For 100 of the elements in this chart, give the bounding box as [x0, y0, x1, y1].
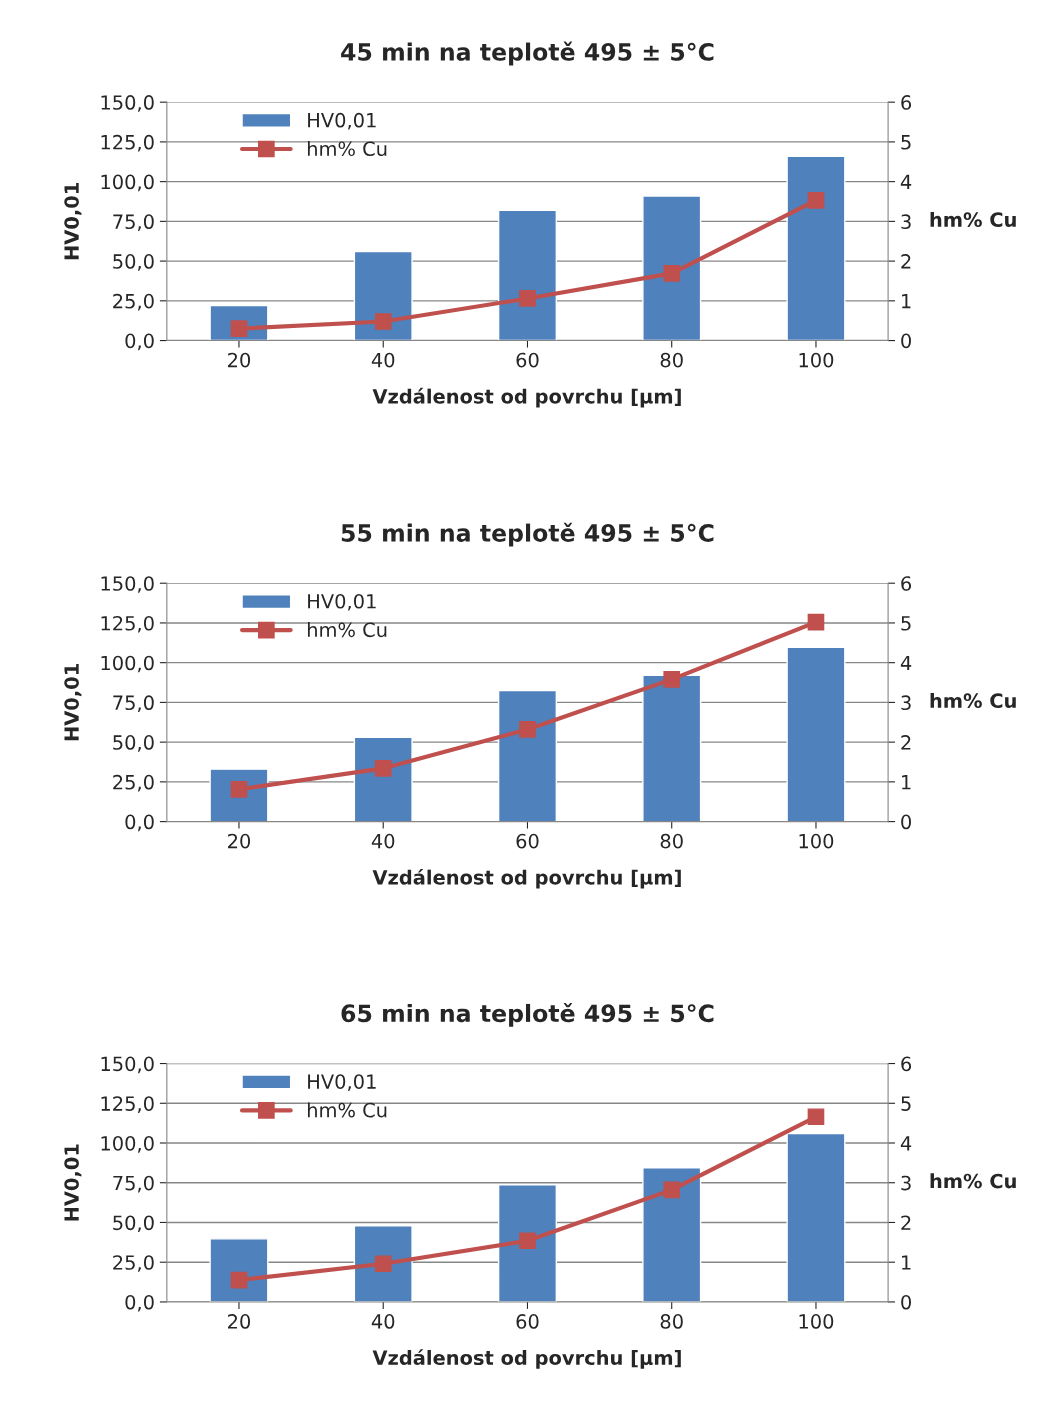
chart-title: 45 min na teplotě 495 ± 5°C	[341, 41, 714, 66]
x-tick-label: 100	[799, 1314, 834, 1329]
y-tick-label: 50,0	[113, 1215, 154, 1233]
legend-label: HV0,01	[308, 112, 376, 130]
y-tick-label: 125,0	[101, 1096, 154, 1113]
y2-axis-title: hm% Cu	[930, 1173, 1016, 1189]
y2-tick-label: 2	[901, 1215, 911, 1230]
y2-axis-title: hm% Cu	[930, 693, 1016, 709]
x-tick-label: 20	[228, 352, 251, 368]
legend-label: hm% Cu	[307, 1102, 387, 1118]
y2-tick-label: 0	[901, 333, 911, 349]
y-axis-title: HV0,01	[64, 1144, 82, 1221]
y-axis-title: HV0,01	[64, 664, 82, 741]
y2-tick-label: 2	[901, 254, 911, 269]
x-tick-label: 80	[660, 352, 683, 368]
point	[663, 1181, 681, 1199]
y-tick-label: 75,0	[113, 214, 154, 232]
bar	[786, 646, 846, 822]
y-tick-label: 25,0	[113, 774, 154, 792]
y2-tick-label: 4	[900, 174, 912, 190]
x-tick-label: 20	[228, 833, 251, 849]
x-axis-title: Vzdálenost od povrchu [µm]	[372, 1349, 681, 1369]
bar	[497, 209, 558, 341]
y-tick-label: 150,0	[101, 576, 154, 593]
x-tick-label: 80	[660, 833, 683, 849]
y2-tick-label: 1	[902, 775, 911, 790]
y-tick-label: 75,0	[113, 695, 154, 713]
point	[374, 313, 392, 330]
bar	[786, 155, 846, 341]
bar	[497, 689, 558, 822]
legend-label: hm% Cu	[307, 622, 387, 638]
x-tick-label: 40	[371, 352, 395, 368]
bar	[497, 1184, 558, 1302]
bar	[353, 250, 413, 341]
y2-axis-title: hm% Cu	[930, 211, 1016, 228]
x-axis-title: Vzdálenost od povrchu [µm]	[372, 387, 681, 408]
y2-tick-label: 6	[901, 576, 912, 591]
y-tick-label: 125,0	[101, 134, 154, 152]
y2-tick-label: 3	[901, 1175, 911, 1191]
bar	[786, 1132, 846, 1302]
y-tick-label: 0,0	[125, 333, 154, 351]
bar	[642, 195, 702, 341]
legend-label: HV0,01	[308, 593, 376, 611]
y2-tick-label: 3	[901, 695, 911, 711]
legend-label: hm% Cu	[307, 141, 387, 157]
y-tick-label: 0,0	[125, 1294, 154, 1312]
point	[663, 671, 681, 688]
y-tick-label: 150,0	[101, 1056, 154, 1074]
y-axis-title: HV0,01	[64, 183, 82, 260]
y2-tick-label: 6	[901, 95, 912, 110]
y-tick-label: 75,0	[113, 1175, 154, 1193]
chart-title: 65 min na teplotě 495 ± 5°C	[341, 1002, 714, 1027]
point	[807, 191, 825, 209]
y-tick-label: 100,0	[101, 655, 154, 673]
x-axis-title: Vzdálenost od povrchu [µm]	[372, 868, 681, 889]
x-tick-label: 80	[660, 1314, 683, 1329]
point	[519, 721, 536, 738]
point	[807, 1108, 825, 1126]
y-tick-label: 25,0	[113, 293, 154, 311]
x-tick-label: 100	[799, 352, 834, 368]
x-tick-label: 20	[228, 1314, 251, 1329]
bar	[353, 736, 413, 822]
y2-tick-label: 1	[902, 294, 911, 309]
y2-tick-label: 3	[901, 214, 911, 230]
point	[663, 265, 681, 282]
legend-label: HV0,01	[308, 1074, 376, 1091]
bar	[642, 674, 702, 822]
y-tick-label: 125,0	[101, 615, 154, 633]
point	[230, 1271, 248, 1289]
y-tick-label: 100,0	[101, 174, 154, 192]
chart-title: 55 min na teplotě 495 ± 5°C	[341, 522, 714, 547]
y2-tick-label: 0	[901, 814, 911, 830]
x-tick-label: 60	[516, 833, 539, 849]
y-tick-label: 50,0	[113, 254, 154, 271]
y2-tick-label: 5	[901, 1096, 911, 1111]
y2-tick-label: 0	[901, 1294, 911, 1310]
y2-tick-label: 4	[900, 1136, 912, 1151]
y2-tick-label: 1	[902, 1255, 911, 1270]
y2-tick-label: 5	[901, 616, 911, 631]
point	[519, 290, 536, 307]
point	[807, 613, 825, 631]
bar	[209, 1238, 269, 1302]
y2-tick-label: 2	[901, 735, 911, 750]
x-tick-label: 60	[516, 1314, 539, 1329]
y-tick-label: 150,0	[101, 95, 154, 112]
point	[374, 760, 392, 777]
x-tick-label: 60	[516, 352, 539, 368]
x-tick-label: 40	[371, 833, 395, 849]
y-tick-label: 25,0	[113, 1255, 154, 1272]
x-tick-label: 100	[799, 833, 834, 849]
y2-tick-label: 6	[901, 1056, 912, 1072]
y-tick-label: 100,0	[101, 1135, 154, 1153]
x-tick-label: 40	[371, 1314, 395, 1329]
point	[374, 1255, 392, 1273]
bar	[642, 1167, 702, 1302]
y-tick-label: 0,0	[125, 814, 154, 832]
point	[519, 1232, 536, 1250]
y2-tick-label: 4	[900, 655, 912, 671]
y-tick-label: 50,0	[113, 735, 154, 752]
y2-tick-label: 5	[901, 135, 911, 150]
